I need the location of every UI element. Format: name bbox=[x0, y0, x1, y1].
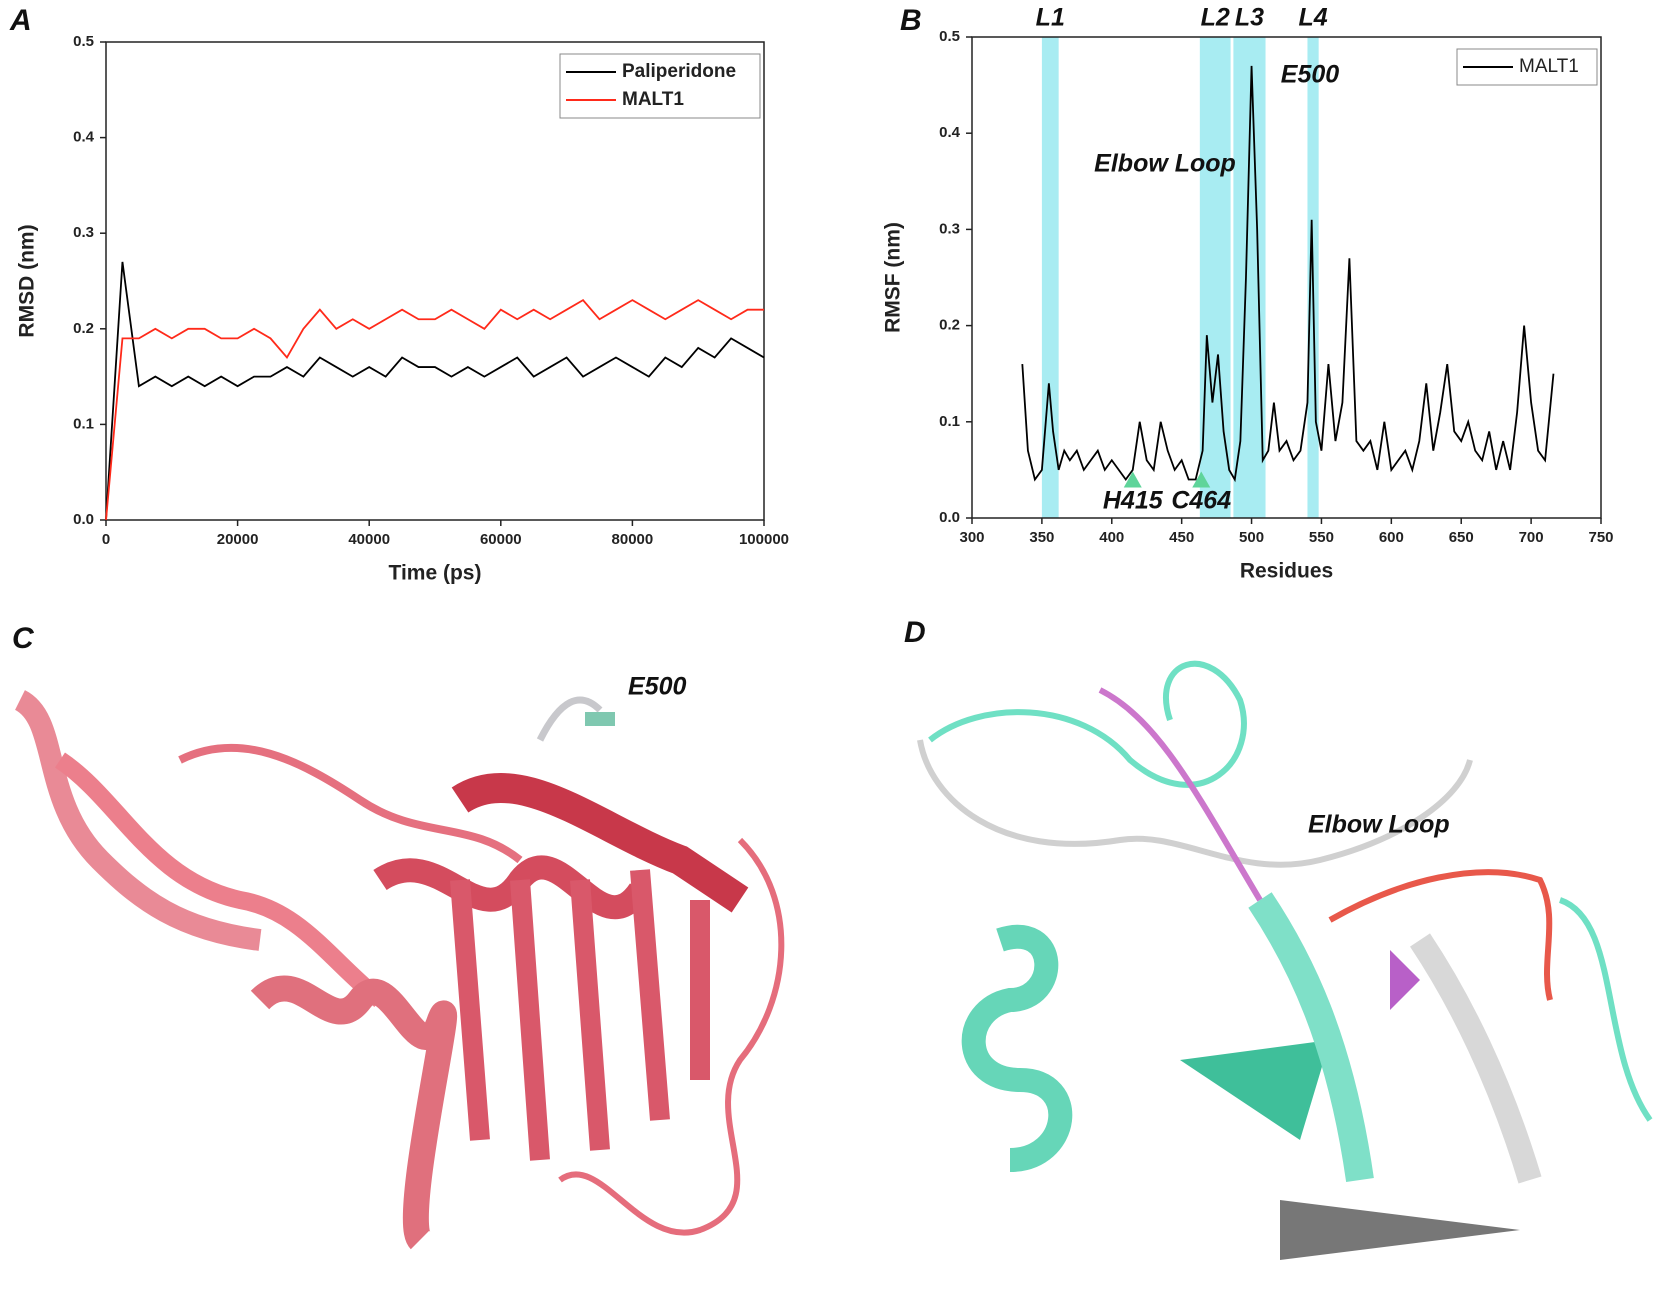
region-label: Elbow Loop bbox=[1308, 811, 1450, 839]
band-label: L1 bbox=[1036, 4, 1065, 32]
annotation: Elbow Loop bbox=[1094, 150, 1236, 178]
panel-letter: B bbox=[900, 4, 922, 37]
y-tick-label: 0.1 bbox=[939, 413, 960, 430]
x-tick-label: 100000 bbox=[739, 531, 789, 548]
y-tick-label: 0.3 bbox=[73, 224, 94, 241]
x-tick-label: 60000 bbox=[480, 531, 522, 548]
x-tick-label: 40000 bbox=[348, 531, 390, 548]
y-tick-label: 0.4 bbox=[939, 124, 961, 141]
annotation: E500 bbox=[1281, 61, 1339, 89]
y-axis-label: RMSF (nm) bbox=[882, 222, 905, 333]
y-tick-label: 0.2 bbox=[73, 320, 94, 337]
y-tick-label: 0.3 bbox=[939, 220, 960, 237]
x-tick-label: 550 bbox=[1309, 529, 1334, 546]
x-tick-label: 0 bbox=[102, 531, 110, 548]
x-tick-label: 600 bbox=[1379, 529, 1404, 546]
legend-box bbox=[559, 53, 761, 119]
plot-frame bbox=[971, 36, 1602, 519]
x-tick-label: 400 bbox=[1099, 529, 1124, 546]
legend-label: MALT1 bbox=[1519, 56, 1579, 77]
y-tick-label: 0.4 bbox=[73, 129, 95, 146]
x-tick-label: 650 bbox=[1449, 529, 1474, 546]
data-line bbox=[105, 298, 764, 521]
residue-label: E500 bbox=[628, 673, 686, 701]
x-tick-label: 300 bbox=[959, 529, 984, 546]
panel-c-image bbox=[14, 690, 785, 1250]
x-axis-label: Residues bbox=[1240, 560, 1333, 583]
marker-label: C464 bbox=[1171, 487, 1231, 515]
y-tick-label: 0.5 bbox=[73, 33, 94, 50]
data-line bbox=[1021, 65, 1555, 483]
panel-letter: C bbox=[12, 622, 35, 655]
residue-marker bbox=[1192, 471, 1211, 488]
legend-label: MALT1 bbox=[622, 89, 684, 110]
highlight-band bbox=[1199, 37, 1231, 518]
x-tick-label: 700 bbox=[1519, 529, 1544, 546]
panel-letter: A bbox=[9, 4, 32, 37]
y-tick-label: 0.5 bbox=[939, 28, 960, 45]
residue-marker bbox=[1123, 471, 1142, 488]
y-tick-label: 0.1 bbox=[73, 415, 94, 432]
x-tick-label: 80000 bbox=[612, 531, 654, 548]
legend-label: Paliperidone bbox=[622, 61, 736, 82]
plot-frame bbox=[105, 41, 765, 521]
band-label: L3 bbox=[1235, 4, 1264, 32]
band-label: L4 bbox=[1298, 4, 1327, 32]
x-tick-label: 350 bbox=[1029, 529, 1054, 546]
highlight-band bbox=[1233, 37, 1266, 518]
y-tick-label: 0.0 bbox=[73, 511, 94, 528]
x-tick-label: 750 bbox=[1588, 529, 1613, 546]
x-axis-label: Time (ps) bbox=[389, 562, 482, 585]
marker-label: H415 bbox=[1103, 487, 1164, 515]
y-axis-label: RMSD (nm) bbox=[16, 224, 39, 337]
x-tick-label: 450 bbox=[1169, 529, 1194, 546]
band-label: L2 bbox=[1201, 4, 1230, 32]
x-tick-label: 20000 bbox=[217, 531, 259, 548]
data-line bbox=[105, 261, 765, 521]
y-tick-label: 0.0 bbox=[939, 509, 960, 526]
panel-letter: D bbox=[904, 616, 926, 649]
panel-d-image bbox=[917, 660, 1653, 1260]
highlight-band bbox=[1041, 37, 1059, 518]
x-tick-label: 500 bbox=[1239, 529, 1264, 546]
y-tick-label: 0.2 bbox=[939, 317, 960, 334]
